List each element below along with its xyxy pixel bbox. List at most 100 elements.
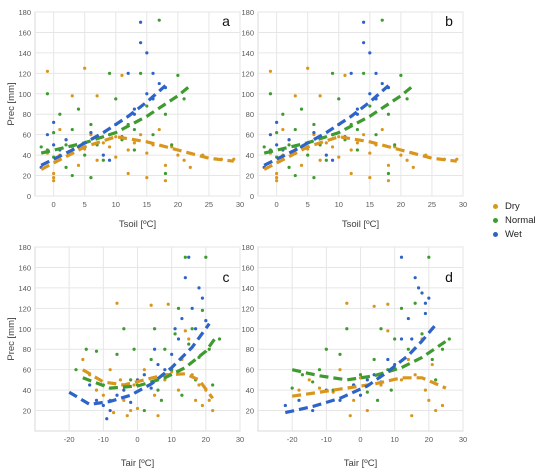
data-point-normal [94,349,99,353]
trend-line-wet [263,84,390,167]
data-point-normal [427,255,431,259]
data-point-wet [139,20,143,24]
data-point-wet [374,71,378,75]
legend-label-normal: Normal [505,214,536,226]
panel-label: b [445,13,453,29]
data-point-normal [355,127,359,132]
data-point-normal [374,133,378,137]
data-point-normal [386,112,391,116]
panel-label: a [222,13,230,29]
trend-line-wet [284,323,437,415]
data-point-wet [180,316,184,321]
data-point-dry [52,176,56,180]
data-point-normal [399,306,404,310]
data-point-wet [365,378,369,382]
y-tick-label: 80 [23,345,31,354]
data-point-dry [152,393,157,397]
data-point-dry [380,127,384,132]
data-point-dry [386,302,390,306]
x-tick-label: 30 [459,435,467,444]
data-point-dry [76,163,81,167]
y-tick-label: 100 [241,325,254,334]
data-point-wet [94,398,99,402]
data-point-normal [375,398,380,402]
x-tick-label: 25 [205,200,213,209]
x-tick-label: 10 [167,435,175,444]
legend-dot-dry [493,203,498,209]
trend-line-dry [40,135,234,171]
data-point-wet [283,403,287,408]
y-tick-label: 100 [241,90,254,99]
plot-area [257,11,464,197]
data-point-wet [380,81,384,86]
data-point-wet [149,386,153,390]
data-point-normal [262,145,266,149]
data-point-dry [108,368,112,372]
data-point-dry [405,158,409,162]
data-point-dry [52,171,56,176]
legend-item-wet: Wet [493,227,536,241]
data-point-normal [132,127,136,132]
data-point-dry [207,398,211,402]
y-tick-label: 160 [241,263,254,272]
data-point-dry [120,73,124,77]
data-point-normal [145,104,149,108]
data-point-wet [101,403,105,408]
x-tick-label: -10 [98,435,109,444]
x-tick-label: 5 [83,200,87,209]
data-point-normal [204,255,208,259]
data-point-dry [145,151,149,155]
data-point-wet [101,153,105,157]
data-point-wet [139,41,143,45]
data-point-normal [430,357,434,362]
legend-item-dry: Dry [493,199,536,213]
x-tick-label: 10 [390,435,398,444]
data-point-normal [89,122,93,127]
data-point-normal [300,373,305,377]
data-point-dry [399,378,404,382]
data-point-normal [399,73,403,77]
data-point-wet [45,133,50,137]
data-point-normal [182,97,186,101]
legend-label-wet: Wet [505,228,522,240]
data-point-normal [176,306,181,310]
data-point-dry [362,133,366,137]
data-point-normal [324,158,328,162]
data-point-normal [83,153,87,157]
data-point-wet [386,357,390,362]
data-point-normal [299,107,304,111]
data-point-dry [307,378,311,382]
data-point-normal [317,368,322,372]
data-point-dry [372,304,376,308]
y-tick-label: 100 [18,325,31,334]
data-point-normal [393,143,397,147]
data-point-dry [200,403,205,408]
data-point-dry [348,414,352,418]
data-point-normal [157,18,161,22]
panel-label: d [445,269,453,285]
data-point-dry [135,406,140,411]
y-tick-label: 180 [18,8,31,17]
data-point-normal [70,127,74,132]
data-point-dry [95,94,99,98]
data-point-wet [151,71,155,75]
trend-line-dry [291,376,447,398]
y-tick-label: 40 [23,386,31,395]
data-point-wet [173,327,177,331]
data-point-normal [337,97,341,101]
data-point-wet [416,286,421,290]
data-point-wet [311,408,315,413]
data-point-normal [84,347,88,351]
data-point-wet [52,143,56,147]
trend-line-wet [68,322,211,406]
data-point-wet [163,368,167,372]
data-point-normal [386,171,391,176]
data-point-dry [142,368,146,372]
data-point-dry [337,135,341,139]
data-point-normal [89,176,93,180]
data-point-wet [349,71,353,75]
data-point-dry [355,141,359,145]
data-point-wet [115,393,119,397]
y-tick-label: 160 [241,28,254,37]
data-point-dry [413,373,417,377]
